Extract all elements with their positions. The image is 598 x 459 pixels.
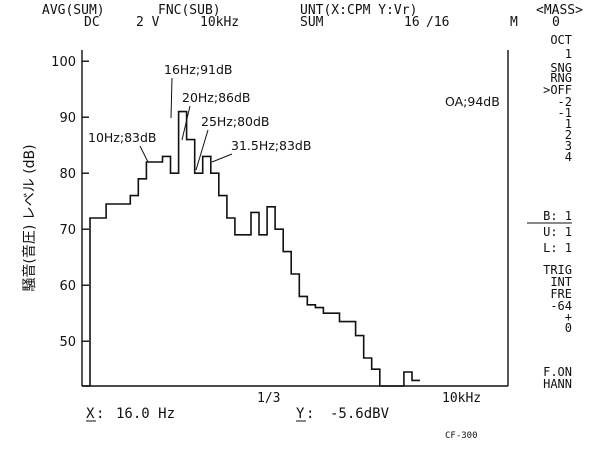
header-range: 2 V [136, 15, 160, 30]
model-label: CF-300 [445, 431, 478, 441]
side-panel-line: B: 1 [543, 209, 572, 223]
side-panel-line: 2 [565, 128, 572, 142]
side-panel-line: L: 1 [543, 241, 572, 255]
annotation-25hz: 25Hz;80dB [201, 114, 270, 129]
side-panel-line: 1 [565, 47, 572, 61]
side-panel-line: FRE [550, 287, 572, 301]
spectrum-trace [82, 110, 420, 387]
y-tick-label: 100 [51, 55, 76, 70]
header-freq: 10kHz [200, 15, 239, 30]
side-panel-line: 3 [565, 139, 572, 153]
side-panel-line: OCT [550, 33, 572, 47]
cursor-x-label: X [86, 406, 95, 422]
y-tick-label: 50 [59, 335, 76, 350]
x-tick-labels: 1/3 10kHz [257, 391, 481, 406]
side-panel-line: F.ON [543, 365, 572, 379]
header-unit: UNT(X:CPM Y:Vr) [300, 3, 417, 18]
annotation-16hz-leader [170, 77, 173, 119]
side-panel-line: HANN [543, 377, 572, 391]
y-tick-label: 70 [59, 223, 76, 238]
side-panel-line: TRIG [543, 263, 572, 277]
cursor-y-label: Y [296, 406, 305, 422]
header-total: /16 [426, 15, 449, 30]
side-panel-line: INT [550, 275, 572, 289]
cursor-x-colon: : [96, 406, 104, 422]
y-ticks: 100 90 80 70 60 50 [51, 55, 89, 350]
header-mass: <MASS> [536, 3, 583, 18]
side-panel-line: -2 [558, 95, 572, 109]
annotation-31hz: 31.5Hz;83dB [231, 138, 311, 153]
plot-axes [81, 50, 509, 387]
x-tick-10khz: 10kHz [442, 391, 481, 406]
header-avg: AVG(SUM) [42, 3, 105, 18]
y-axis-title: 騒音(音圧) レベル (dB) [21, 144, 38, 291]
side-panel-line: >OFF [543, 83, 572, 97]
y-tick-label: 90 [59, 111, 76, 126]
cursor-y-colon: : [306, 406, 314, 422]
header-count: 16 [404, 15, 420, 30]
cursor-y-value: -5.6dBV [330, 406, 390, 422]
side-panel-line: RNG [550, 71, 572, 85]
annotation-16hz: 16Hz;91dB [164, 62, 233, 77]
side-panel-line: 1 [565, 117, 572, 131]
side-panel-line: + [565, 310, 572, 324]
side-panel-line: 0 [565, 321, 572, 335]
annotation-20hz: 20Hz;86dB [182, 90, 251, 105]
header-m: M [510, 15, 518, 30]
cursor-x-value: 16.0 Hz [116, 406, 175, 422]
peak-annotations: 10Hz;83dB 16Hz;91dB 20Hz;86dB 25Hz;80dB … [88, 62, 500, 171]
footer: X : 16.0 Hz Y : -5.6dBV CF-300 [86, 406, 478, 441]
side-panel-line: -64 [550, 299, 572, 313]
side-panel-line: -1 [558, 106, 572, 120]
header-coupling: DC [84, 15, 100, 30]
header-fnc: FNC(SUB) [158, 3, 221, 18]
annotation-25hz-leader [195, 129, 209, 171]
annotation-10hz: 10Hz;83dB [88, 130, 157, 145]
annotation-10hz-leader [139, 145, 149, 163]
y-tick-label: 60 [59, 279, 76, 294]
header: AVG(SUM) FNC(SUB) UNT(X:CPM Y:Vr) <MASS>… [42, 3, 583, 30]
header-mode: SUM [300, 15, 324, 30]
annotation-31hz-leader [211, 153, 233, 163]
x-tick-third-octave: 1/3 [257, 391, 280, 406]
side-panel-line: 4 [565, 150, 572, 164]
overall-annotation: OA;94dB [445, 94, 500, 109]
y-tick-label: 80 [59, 167, 76, 182]
header-mass-value: 0 [552, 15, 560, 30]
annotation-20hz-leader [181, 105, 191, 141]
side-panel-line: SNG [550, 61, 572, 75]
side-panel-line: U: 1 [543, 225, 572, 239]
